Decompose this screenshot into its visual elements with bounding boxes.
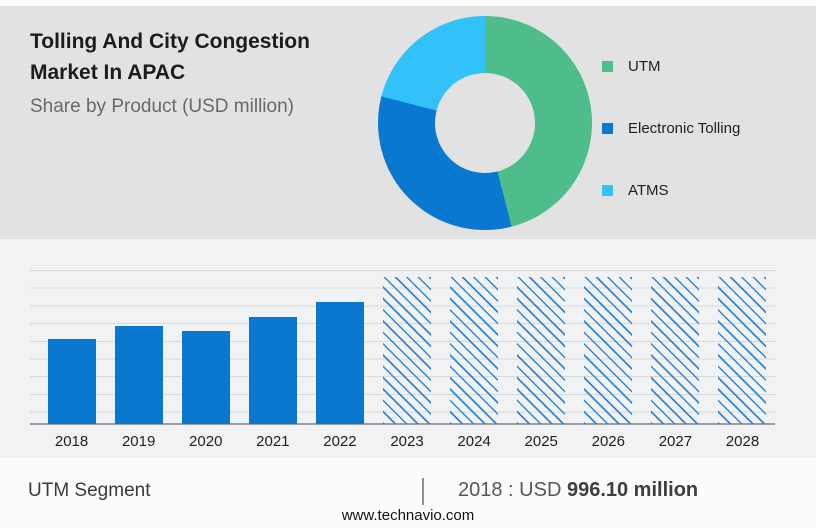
year-label-2021: 2021	[256, 433, 290, 450]
year-label-2026: 2026	[591, 433, 625, 450]
header-section: Tolling And City Congestion Market In AP…	[0, 6, 816, 239]
bar-column-2026: 2026	[575, 270, 642, 450]
bar-column-2021: 2021	[239, 270, 306, 450]
forecast-bar-2024	[450, 277, 499, 424]
donut-hole	[435, 73, 535, 173]
value-prefix: 2018 : USD	[458, 479, 567, 501]
page-title-line2: Market In APAC	[30, 61, 186, 84]
year-label-2023: 2023	[390, 433, 424, 450]
bar-area-2025	[517, 270, 566, 424]
bar-column-2020: 2020	[172, 270, 239, 450]
year-label-2018: 2018	[54, 433, 89, 450]
donut-legend: UTM Electronic Tolling ATMS	[602, 54, 740, 202]
legend-item-atms: ATMS	[602, 178, 740, 202]
x-axis-line	[30, 423, 775, 425]
bar-area-2021	[248, 270, 297, 424]
forecast-bar-2026	[584, 277, 633, 424]
donut-chart	[378, 16, 592, 230]
bar-area-2018	[47, 270, 96, 424]
segment-label: UTM Segment	[28, 480, 151, 501]
year-label-2020: 2020	[189, 433, 223, 450]
forecast-bar-2023	[383, 277, 432, 424]
bar-2021	[248, 317, 297, 424]
legend-label-electronic-tolling: Electronic Tolling	[628, 119, 741, 137]
legend-swatch-utm	[602, 60, 613, 72]
bar-area-2023	[383, 270, 432, 424]
year-label-2028: 2028	[725, 433, 760, 450]
value-amount: 996.10 million	[566, 479, 699, 501]
bar-area-2024	[450, 270, 499, 424]
page-title-line1: Tolling And City Congestion	[30, 30, 310, 53]
legend-label-utm: UTM	[628, 57, 661, 75]
bar-area-2026	[584, 270, 633, 424]
bar-area-2020	[181, 270, 230, 424]
value-line: 2018 : USD 996.10 million	[458, 479, 698, 502]
bar-chart-section: 2018 2019 2020 2021 2022 2023 2024 2025 2026 2027…	[0, 239, 816, 458]
bar-column-2018: 2018	[38, 270, 105, 450]
legend-swatch-electronic-tolling	[602, 122, 613, 134]
year-label-2022: 2022	[323, 433, 357, 450]
bar-2022	[315, 302, 364, 424]
forecast-bar-2027	[651, 277, 700, 424]
year-label-2019: 2019	[121, 433, 156, 450]
bar-2020	[181, 331, 230, 424]
bar-column-2022: 2022	[306, 270, 373, 450]
bar-2019	[114, 326, 163, 424]
bar-2018	[47, 339, 96, 424]
year-label-2027: 2027	[658, 433, 693, 450]
bar-column-2024: 2024	[441, 270, 508, 450]
forecast-bar-2025	[517, 277, 566, 424]
legend-label-atms: ATMS	[628, 181, 669, 199]
bar-column-2019: 2019	[105, 270, 172, 450]
bar-area-2027	[651, 270, 700, 424]
bar-area-2028	[718, 270, 767, 424]
title-block: Tolling And City Congestion Market In AP…	[30, 26, 310, 119]
year-label-2025: 2025	[524, 433, 558, 450]
bar-column-2023: 2023	[373, 270, 440, 450]
bar-column-2028: 2028	[709, 270, 776, 450]
page-subtitle: Share by Product (USD million)	[30, 96, 294, 117]
bar-column-2027: 2027	[642, 270, 709, 450]
legend-item-electronic-tolling: Electronic Tolling	[602, 116, 740, 140]
forecast-bar-2028	[718, 277, 767, 424]
year-label-2024: 2024	[457, 433, 491, 450]
bar-area-2019	[114, 270, 163, 424]
bar-area-2022	[315, 270, 364, 424]
website-url: www.technavio.com	[341, 507, 475, 524]
footer-section: UTM Segment 2018 : USD 996.10 million ww…	[0, 458, 816, 528]
legend-swatch-atms	[602, 184, 613, 196]
legend-item-utm: UTM	[602, 54, 740, 78]
separator-bar	[422, 478, 424, 505]
bar-chart: 2018 2019 2020 2021 2022 2023 2024 2025 2026 2027…	[38, 270, 776, 450]
bar-column-2025: 2025	[508, 270, 575, 450]
